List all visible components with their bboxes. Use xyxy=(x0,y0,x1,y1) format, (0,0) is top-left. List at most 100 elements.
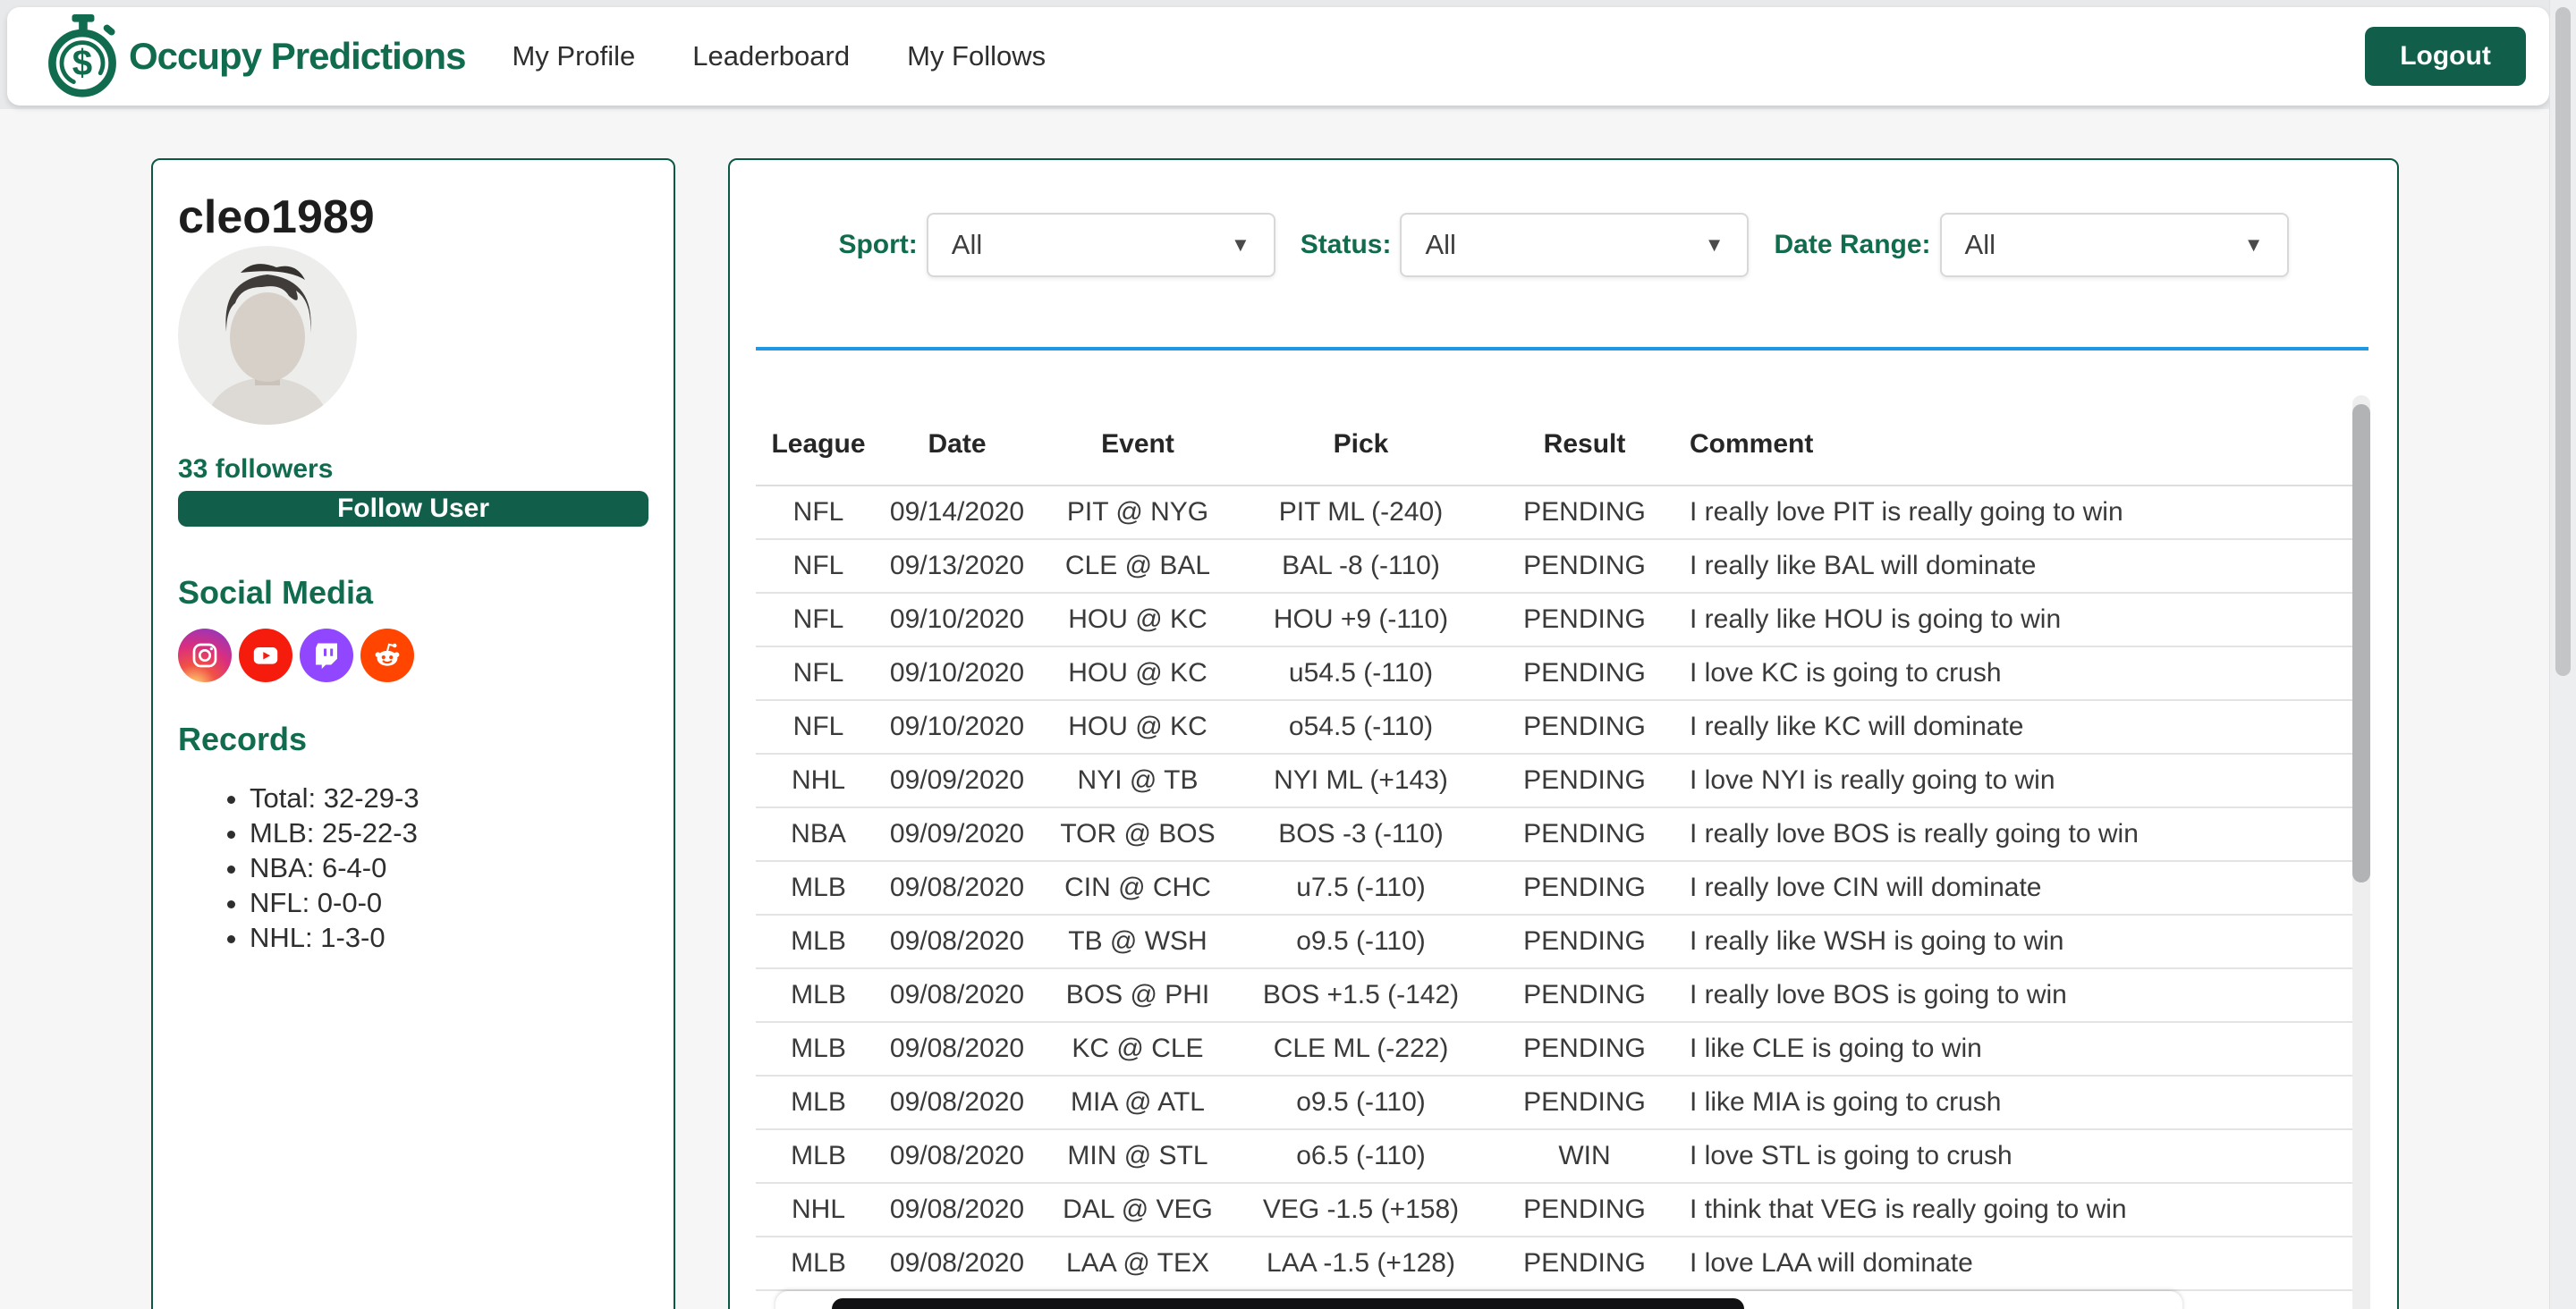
brand-logo[interactable]: $ Occupy Predictions xyxy=(43,13,466,99)
cell-league: MLB xyxy=(791,1141,846,1170)
followers-count: 33 followers xyxy=(178,454,334,484)
cell-result: PENDING xyxy=(1523,980,1646,1009)
cell-pick: u54.5 (-110) xyxy=(1288,658,1434,688)
cell-date: 09/08/2020 xyxy=(889,1195,1025,1224)
page-scrollbar-thumb[interactable] xyxy=(2555,7,2571,676)
filters-bar: Sport: All ▼ Status: All ▼ Date Range: A… xyxy=(730,213,2397,277)
cell-pick: o54.5 (-110) xyxy=(1288,712,1434,741)
cell-event: KC @ CLE xyxy=(1072,1034,1204,1063)
brand-name: Occupy Predictions xyxy=(129,35,466,77)
cell-date: 09/08/2020 xyxy=(889,1248,1025,1278)
date-range-select[interactable]: All ▼ xyxy=(1939,213,2289,277)
cell-date: 09/10/2020 xyxy=(889,658,1025,688)
cell-result: PENDING xyxy=(1523,658,1646,688)
reddit-icon[interactable] xyxy=(360,629,414,682)
accent-divider xyxy=(756,347,2368,350)
cell-league: NHL xyxy=(791,1195,845,1224)
records-heading: Records xyxy=(178,721,308,757)
cell-event: NYI @ TB xyxy=(1077,765,1199,795)
status-select[interactable]: All ▼ xyxy=(1400,213,1750,277)
cell-comment: I think that VEG is really going to win xyxy=(1690,1195,2127,1224)
table-body: NFL 09/14/2020 PIT @ NYG PIT ML (-240) PENDI… xyxy=(756,485,2368,1291)
cell-pick: u7.5 (-110) xyxy=(1296,873,1426,902)
cell-league: NBA xyxy=(791,819,846,849)
cell-pick: PIT ML (-240) xyxy=(1278,497,1444,527)
cell-league: NFL xyxy=(792,658,844,688)
record-item: Total: 32-29-3 xyxy=(250,781,648,815)
prediction-row: MLB 09/08/2020 LAA @ TEX LAA -1.5 (+128) PEN… xyxy=(756,1237,2368,1291)
cell-comment: I love LAA will dominate xyxy=(1690,1248,1973,1278)
cell-date: 09/14/2020 xyxy=(889,497,1025,527)
cell-date: 09/08/2020 xyxy=(889,926,1025,956)
record-item: NBA: 6-4-0 xyxy=(250,850,648,885)
cell-date: 09/08/2020 xyxy=(889,1034,1025,1063)
prediction-row: MLB 09/08/2020 MIA @ ATL o9.5 (-110) PENDING… xyxy=(756,1077,2368,1130)
stopwatch-dollar-icon: $ xyxy=(48,13,116,97)
prediction-row: MLB 09/08/2020 KC @ CLE CLE ML (-222) PENDIN… xyxy=(756,1023,2368,1077)
cell-event: HOU @ KC xyxy=(1068,658,1208,688)
instagram-icon[interactable] xyxy=(178,629,232,682)
cell-date: 09/08/2020 xyxy=(889,980,1025,1009)
follow-user-button[interactable]: Follow User xyxy=(178,491,648,527)
cell-league: MLB xyxy=(791,1034,846,1063)
cell-result: PENDING xyxy=(1523,604,1646,634)
nav-item-my-profile[interactable]: My Profile xyxy=(512,40,636,72)
column-header-result: Result xyxy=(1543,429,1626,459)
sport-select[interactable]: All ▼ xyxy=(926,213,1275,277)
cell-event: LAA @ TEX xyxy=(1066,1248,1209,1278)
prediction-row: NFL 09/10/2020 HOU @ KC u54.5 (-110) PENDING… xyxy=(756,647,2368,701)
cell-event: TOR @ BOS xyxy=(1060,819,1216,849)
cell-comment: I love NYI is really going to win xyxy=(1690,765,2055,795)
cell-comment: I really like BAL will dominate xyxy=(1690,551,2037,580)
cell-event: PIT @ NYG xyxy=(1066,497,1209,527)
cell-date: 09/10/2020 xyxy=(889,604,1025,634)
youtube-icon[interactable] xyxy=(239,629,292,682)
cell-comment: I really love BOS is really going to win xyxy=(1690,819,2139,849)
prediction-row: NBA 09/09/2020 TOR @ BOS BOS -3 (-110) PENDI… xyxy=(756,808,2368,862)
cell-date: 09/08/2020 xyxy=(889,1087,1025,1117)
cell-comment: I really love CIN will dominate xyxy=(1690,873,2042,902)
table-scrollbar-track[interactable] xyxy=(2352,395,2370,1309)
cell-pick: BOS +1.5 (-142) xyxy=(1262,980,1460,1009)
sport-select-value: All xyxy=(951,229,983,260)
cell-pick: NYI ML (+143) xyxy=(1274,765,1448,795)
cell-result: WIN xyxy=(1558,1141,1611,1170)
svg-text:$: $ xyxy=(72,42,92,83)
avatar xyxy=(178,246,357,425)
cell-date: 09/09/2020 xyxy=(889,765,1025,795)
date-range-filter-label: Date Range: xyxy=(1774,230,1931,259)
prediction-row: MLB 09/08/2020 BOS @ PHI BOS +1.5 (-142) PEN… xyxy=(756,969,2368,1023)
logout-button[interactable]: Logout xyxy=(2365,27,2526,86)
page-scrollbar-track[interactable] xyxy=(2549,0,2576,1309)
cell-event: MIA @ ATL xyxy=(1071,1087,1205,1117)
prediction-row: MLB 09/08/2020 MIN @ STL o6.5 (-110) WIN I lo… xyxy=(756,1130,2368,1184)
cell-event: HOU @ KC xyxy=(1068,604,1208,634)
cell-comment: I like MIA is going to crush xyxy=(1690,1087,2002,1117)
profile-username: cleo1989 xyxy=(178,191,375,243)
cell-pick: HOU +9 (-110) xyxy=(1273,604,1449,634)
prediction-row: MLB 09/08/2020 TB @ WSH o9.5 (-110) PENDING I… xyxy=(756,916,2368,969)
status-filter-label: Status: xyxy=(1300,230,1392,259)
cell-event: DAL @ VEG xyxy=(1063,1195,1213,1224)
nav-item-my-follows[interactable]: My Follows xyxy=(907,40,1046,72)
cell-pick: o9.5 (-110) xyxy=(1296,926,1426,956)
table-scrollbar-thumb[interactable] xyxy=(2352,404,2370,883)
status-select-value: All xyxy=(1425,229,1456,260)
twitch-icon[interactable] xyxy=(300,629,353,682)
cell-comment: I like CLE is going to win xyxy=(1690,1034,1982,1063)
prediction-row: NFL 09/10/2020 HOU @ KC o54.5 (-110) PENDING… xyxy=(756,701,2368,755)
cell-result: PENDING xyxy=(1523,819,1646,849)
cell-result: PENDING xyxy=(1523,926,1646,956)
chevron-down-icon: ▼ xyxy=(1231,233,1250,256)
cell-result: PENDING xyxy=(1523,712,1646,741)
cell-league: MLB xyxy=(791,1248,846,1278)
cell-event: MIN @ STL xyxy=(1067,1141,1208,1170)
main-nav: My Profile Leaderboard My Follows xyxy=(512,40,1046,72)
nav-item-leaderboard[interactable]: Leaderboard xyxy=(692,40,851,72)
cell-pick: LAA -1.5 (+128) xyxy=(1267,1248,1455,1278)
prediction-row: NHL 09/09/2020 NYI @ TB NYI ML (+143) PENDIN… xyxy=(756,755,2368,808)
cell-date: 09/10/2020 xyxy=(889,712,1025,741)
social-media-heading: Social Media xyxy=(178,574,374,611)
cell-event: BOS @ PHI xyxy=(1065,980,1210,1009)
chevron-down-icon: ▼ xyxy=(2243,233,2264,256)
